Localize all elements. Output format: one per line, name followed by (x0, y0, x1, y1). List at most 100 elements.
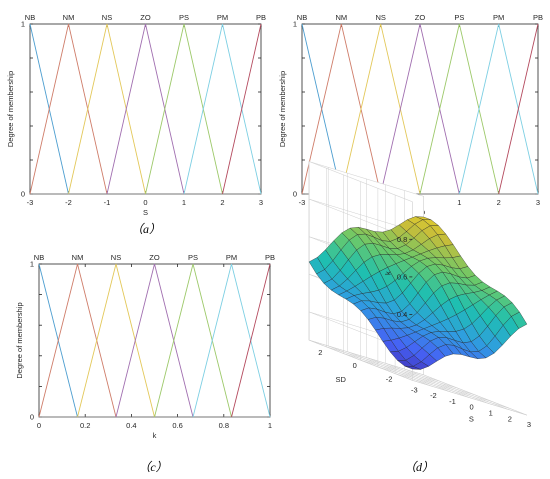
membership-line-nm (301, 23, 382, 195)
x-axis-label: S (143, 208, 148, 217)
floor-grid (377, 366, 493, 402)
membership-line-pb (498, 23, 539, 195)
membership-plot-s: 0 1 -3 -2 -1 0 1 2 3 NB NM NS ZO PS PM PB S Degree of mem… (6, 13, 266, 236)
plot-frame (29, 23, 262, 195)
membership-line-zo (380, 23, 460, 195)
y-tick-label: 1 (21, 20, 25, 29)
set-label-zo: ZO (140, 13, 151, 22)
y-tick-label: 1 (293, 20, 297, 29)
y-tick-label: 0 (30, 413, 34, 422)
membership-line-ns (68, 23, 146, 195)
set-label-ns: NS (375, 13, 385, 22)
set-label-ps: PS (179, 13, 189, 22)
membership-line-pm (192, 263, 271, 418)
y-axis-label: Degree of membership (15, 302, 24, 378)
set-label-nb: NB (25, 13, 35, 22)
y-axis-label: Degree of membership (278, 71, 287, 147)
floor-grid (412, 380, 527, 416)
set-label-ns: NS (111, 253, 121, 262)
panel-caption: （d） (404, 460, 434, 474)
sd-tick-label: -2 (386, 375, 393, 384)
floor-grid (326, 346, 441, 382)
s-tick-label: 1 (489, 409, 493, 418)
x-tick-label: 1 (268, 421, 272, 430)
membership-line-ps (145, 23, 223, 195)
y-tick-label: 1 (30, 260, 34, 269)
z-tick-label: 0.4 (397, 310, 407, 319)
membership-line-ns (77, 263, 155, 418)
set-label-pm: PM (217, 13, 228, 22)
set-label-zo: ZO (415, 13, 426, 22)
s-tick-label: -1 (449, 397, 456, 406)
sd-tick-label: 0 (353, 361, 357, 370)
set-label-pb: PB (533, 13, 543, 22)
set-label-pb: PB (265, 253, 275, 262)
set-label-nm: NM (72, 253, 84, 262)
x-tick-label: -1 (104, 198, 111, 207)
floor-grid (343, 353, 459, 389)
set-label-nm: NM (63, 13, 75, 22)
y-tick-label: 0 (21, 190, 25, 199)
x-tick-label: 3 (536, 198, 540, 207)
y-axis-label: Degree of membership (6, 71, 15, 147)
y-tick-label: 0 (293, 190, 297, 199)
x-tick-label: 3 (259, 198, 263, 207)
x-tick-label: 1 (182, 198, 186, 207)
x-axis-label: k (153, 431, 157, 440)
set-label-pm: PM (493, 13, 504, 22)
membership-line-ns (340, 23, 421, 195)
z-axis-label: k (383, 271, 392, 275)
panel-caption: （c） (138, 460, 167, 474)
set-label-nb: NB (297, 13, 307, 22)
floor-grid (360, 359, 476, 396)
s-tick-label: -2 (430, 391, 437, 400)
set-label-nm: NM (335, 13, 347, 22)
membership-line-pm (458, 23, 539, 195)
set-label-pm: PM (226, 253, 237, 262)
membership-line-zo (106, 23, 185, 195)
membership-line-ps (154, 263, 232, 418)
plot-frame (301, 23, 539, 195)
membership-line-pm (183, 23, 262, 195)
x-tick-label: 0.8 (219, 421, 229, 430)
x-tick-label: -3 (27, 198, 34, 207)
x-tick-label: 0.6 (172, 421, 182, 430)
membership-line-pb (231, 263, 271, 418)
set-label-pb: PB (256, 13, 266, 22)
membership-line-nm (29, 23, 108, 195)
z-tick-label: 0.8 (397, 235, 407, 244)
x-tick-label: 0 (37, 421, 41, 430)
z-tick-label: 0.6 (397, 272, 407, 281)
surface-patch (404, 366, 421, 370)
plot-frame (38, 263, 271, 418)
membership-line-nm (38, 263, 117, 418)
floor-grid (309, 339, 424, 376)
set-label-ns: NS (102, 13, 112, 22)
s-axis-label: S (469, 414, 474, 423)
x-tick-label: 2 (497, 198, 501, 207)
membership-line-zo (115, 263, 194, 418)
x-tick-label: 0.2 (80, 421, 90, 430)
wall-grid (309, 198, 424, 240)
x-tick-label: -3 (299, 198, 306, 207)
x-tick-label: 0.4 (126, 421, 136, 430)
s-tick-label: 0 (470, 403, 474, 412)
floor-grid (395, 373, 510, 409)
set-label-ps: PS (454, 13, 464, 22)
x-tick-label: 1 (457, 198, 461, 207)
x-tick-label: 2 (220, 198, 224, 207)
sd-tick-label: 2 (318, 348, 322, 357)
sd-axis-label: SD (335, 375, 346, 384)
set-label-nb: NB (34, 253, 44, 262)
s-tick-label: -3 (411, 385, 418, 394)
x-tick-label: -2 (65, 198, 72, 207)
surface-plot-k: 0.4 0.6 0.8 k -3 -2 -1 0 1 2 3 S -2 0 2 SD （d） (308, 161, 531, 474)
s-tick-label: 2 (508, 414, 512, 423)
set-label-zo: ZO (149, 253, 160, 262)
s-tick-label: 3 (527, 420, 531, 429)
panel-caption: （a） (131, 222, 161, 236)
set-label-ps: PS (188, 253, 198, 262)
membership-line-pb (222, 23, 262, 195)
